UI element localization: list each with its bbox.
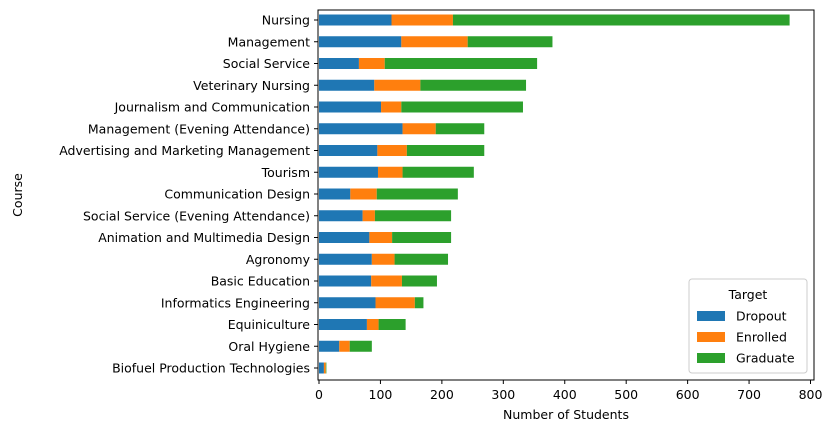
y-tick-label: Social Service xyxy=(223,56,311,71)
bar-graduate-7 xyxy=(402,166,474,178)
bar-dropout-11 xyxy=(319,253,372,265)
bar-enrolled-15 xyxy=(339,340,350,352)
y-tick-label: Tourism xyxy=(261,165,310,180)
bar-graduate-5 xyxy=(435,123,485,135)
x-tick-label: 0 xyxy=(315,387,323,402)
bar-graduate-1 xyxy=(467,36,553,48)
bar-graduate-15 xyxy=(349,340,372,352)
bar-graduate-4 xyxy=(401,101,523,113)
y-tick-label: Veterinary Nursing xyxy=(193,78,310,93)
y-axis-label: Course xyxy=(10,173,25,217)
y-tick-label: Oral Hygiene xyxy=(228,339,310,354)
bar-graduate-14 xyxy=(378,319,406,330)
x-tick-label: 700 xyxy=(737,387,761,402)
bar-enrolled-6 xyxy=(377,145,407,156)
bar-graduate-13 xyxy=(414,297,424,309)
y-tick-label: Agronomy xyxy=(246,252,311,267)
bar-enrolled-11 xyxy=(371,253,395,265)
bar-dropout-7 xyxy=(319,166,378,178)
bar-dropout-6 xyxy=(319,145,378,156)
x-tick-label: 100 xyxy=(369,387,393,402)
bar-graduate-3 xyxy=(420,79,527,91)
bar-graduate-11 xyxy=(394,253,449,265)
bar-enrolled-14 xyxy=(366,319,379,330)
bar-enrolled-4 xyxy=(381,101,402,113)
bar-graduate-10 xyxy=(392,232,452,243)
bar-layer xyxy=(319,14,790,374)
bar-graduate-9 xyxy=(374,210,452,222)
legend-label-dropout: Dropout xyxy=(736,309,787,324)
x-axis-ticks: 0 100 200 300 400 500 600 700 800 xyxy=(315,380,822,402)
bar-dropout-10 xyxy=(319,232,370,243)
bar-enrolled-5 xyxy=(402,123,436,135)
y-tick-label: Advertising and Marketing Management xyxy=(59,143,310,158)
bar-dropout-8 xyxy=(319,188,351,200)
bar-dropout-2 xyxy=(319,58,359,69)
legend-label-enrolled: Enrolled xyxy=(736,330,787,345)
bar-enrolled-2 xyxy=(358,58,385,69)
legend-swatch-dropout xyxy=(697,311,725,321)
bar-graduate-16 xyxy=(325,362,327,374)
y-tick-label: Communication Design xyxy=(164,187,310,202)
bar-enrolled-8 xyxy=(350,188,377,200)
bar-dropout-4 xyxy=(319,101,382,113)
x-tick-label: 400 xyxy=(553,387,577,402)
bar-enrolled-9 xyxy=(362,210,375,222)
y-axis-ticks: Nursing Management Social Service Veterinar… xyxy=(59,13,318,376)
y-tick-label: Biofuel Production Technologies xyxy=(112,361,310,376)
bar-enrolled-13 xyxy=(375,297,415,309)
bar-enrolled-10 xyxy=(369,232,393,243)
plot-frame xyxy=(317,9,815,381)
y-tick-label: Nursing xyxy=(262,13,310,28)
x-tick-label: 800 xyxy=(799,387,823,402)
bar-graduate-2 xyxy=(384,58,538,69)
bar-graduate-12 xyxy=(401,275,437,287)
bar-dropout-13 xyxy=(319,297,376,309)
y-tick-label: Informatics Engineering xyxy=(161,295,310,310)
y-tick-label: Journalism and Communication xyxy=(114,100,310,115)
legend-swatch-graduate xyxy=(697,353,725,363)
bar-dropout-5 xyxy=(319,123,403,135)
bar-dropout-9 xyxy=(319,210,363,222)
bar-graduate-6 xyxy=(406,145,485,156)
legend-items: Dropout Enrolled Graduate xyxy=(697,309,795,366)
y-tick-label: Equiniculture xyxy=(228,317,311,332)
x-tick-label: 300 xyxy=(491,387,515,402)
bar-enrolled-16 xyxy=(323,362,326,374)
legend-frame xyxy=(688,278,808,374)
bar-dropout-3 xyxy=(319,79,375,91)
bar-dropout-1 xyxy=(319,36,402,48)
y-tick-label: Social Service (Evening Attendance) xyxy=(83,208,310,223)
bar-enrolled-7 xyxy=(377,166,403,178)
bar-enrolled-3 xyxy=(374,79,421,91)
y-tick-label: Management xyxy=(228,34,310,49)
bar-graduate-8 xyxy=(376,188,458,200)
legend: Target Dropout Enrolled Graduate xyxy=(688,278,808,374)
legend-swatch-enrolled xyxy=(697,332,725,342)
x-axis-label: Number of Students xyxy=(503,407,629,422)
bar-enrolled-0 xyxy=(391,14,453,26)
x-tick-label: 600 xyxy=(676,387,700,402)
bar-enrolled-12 xyxy=(371,275,402,287)
y-tick-label: Basic Education xyxy=(211,274,310,289)
bar-dropout-14 xyxy=(319,319,367,330)
bar-graduate-0 xyxy=(452,14,790,26)
bar-dropout-12 xyxy=(319,275,372,287)
x-tick-label: 500 xyxy=(614,387,638,402)
y-tick-label: Animation and Multimedia Design xyxy=(98,230,310,245)
bar-dropout-0 xyxy=(319,14,392,26)
y-tick-label: Management (Evening Attendance) xyxy=(88,121,310,136)
legend-label-graduate: Graduate xyxy=(736,351,795,366)
bar-dropout-16 xyxy=(319,362,324,374)
bar-enrolled-1 xyxy=(401,36,468,48)
x-tick-label: 200 xyxy=(430,387,454,402)
bar-dropout-15 xyxy=(319,340,340,352)
legend-title: Target xyxy=(728,287,768,302)
